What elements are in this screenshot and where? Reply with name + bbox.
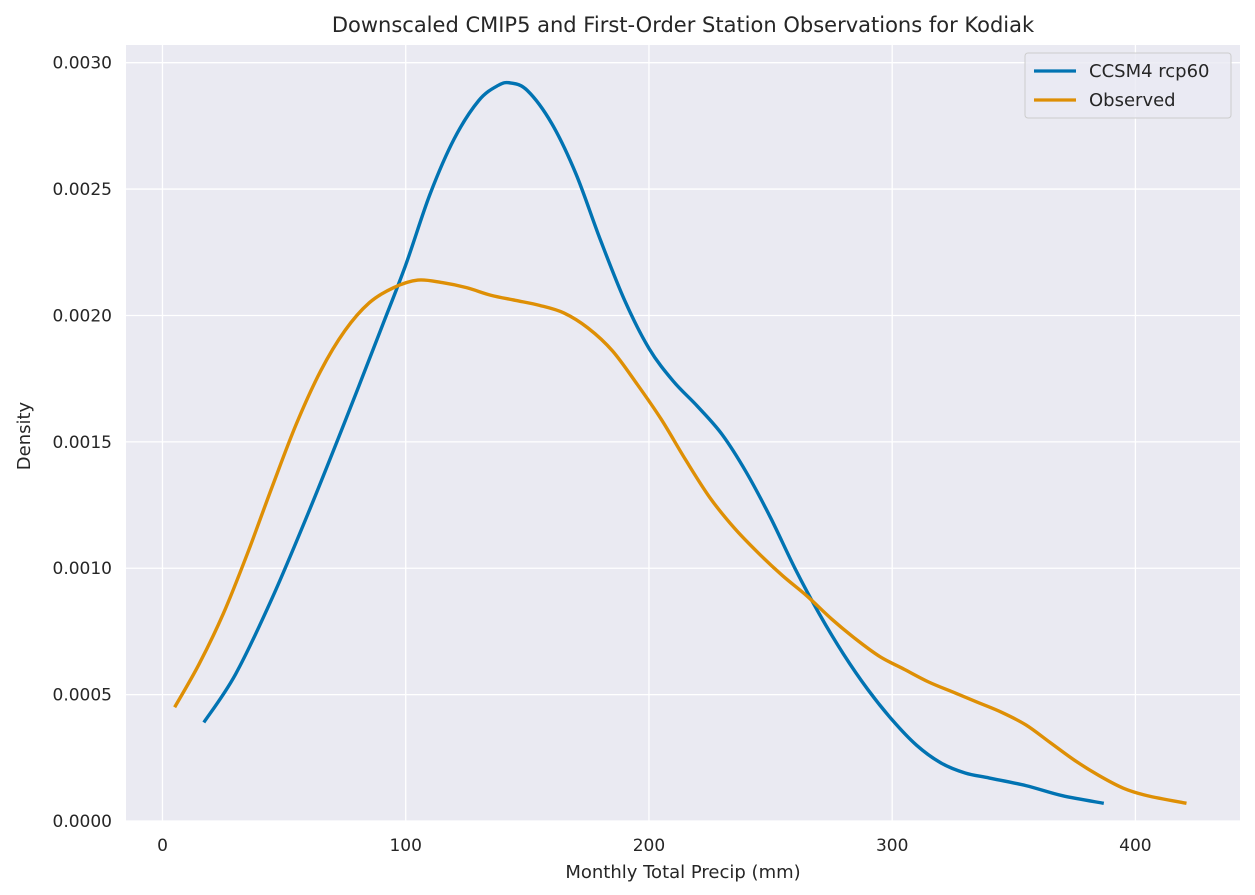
series-line-observed	[173, 278, 1187, 805]
plot-background	[126, 45, 1240, 821]
y-tick-label: 0.0010	[53, 559, 112, 579]
x-tick-label: 300	[876, 836, 908, 856]
legend-box	[1024, 52, 1232, 119]
series-lines	[173, 80, 1187, 805]
y-tick-label: 0.0015	[53, 433, 112, 453]
series-line-ccsm4	[202, 80, 1105, 805]
legend: CCSM4 rcp60 Observed	[1024, 52, 1232, 119]
x-tick-label: 100	[389, 836, 421, 856]
y-tick-label: 0.0005	[53, 686, 112, 706]
legend-label-observed: Observed	[1089, 90, 1176, 111]
x-tick-label: 200	[633, 836, 665, 856]
grid-lines	[126, 45, 1240, 822]
y-tick-label: 0.0000	[53, 812, 112, 832]
y-tick-label: 0.0030	[53, 54, 112, 74]
y-tick-label: 0.0020	[53, 306, 112, 326]
x-tick-label: 0	[157, 836, 168, 856]
chart-title: Downscaled CMIP5 and First-Order Station…	[332, 13, 1035, 37]
x-axis-label: Monthly Total Precip (mm)	[565, 862, 800, 883]
tick-labels: 0 100 200 300 400 0.0000 0.0005 0.0010 0.0015 0.0…	[53, 54, 1152, 856]
legend-label-ccsm4: CCSM4 rcp60	[1089, 61, 1210, 82]
y-tick-label: 0.0025	[53, 180, 112, 200]
y-axis-label: Density	[14, 401, 35, 470]
x-tick-label: 400	[1119, 836, 1151, 856]
